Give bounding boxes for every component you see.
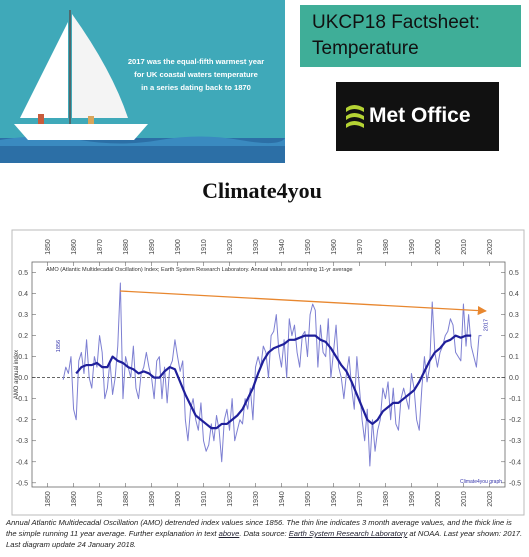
x-tick-label: 1990	[409, 239, 416, 255]
y-tick-label: -0.4	[509, 459, 521, 466]
infographic: 2017 was the equal-fifth warmest year fo…	[0, 0, 285, 163]
infographic-text: 2017 was the equal-fifth warmest year	[128, 57, 264, 66]
y-tick-label: -0.1	[509, 396, 521, 403]
infographic-text: for UK coastal waters temperature	[134, 70, 258, 79]
y-tick-label: -0.1	[16, 396, 28, 403]
x-tick-label: 1950	[305, 239, 312, 255]
x-tick-label: 2020	[487, 239, 494, 255]
y-tick-label: 0.2	[18, 333, 28, 340]
y-tick-label: -0.4	[16, 459, 28, 466]
x-tick-label: 1910	[201, 491, 208, 507]
x-tick-label: 2020	[487, 491, 494, 507]
x-tick-label: 1920	[227, 491, 234, 507]
x-tick-label: 1890	[149, 239, 156, 255]
caption-link[interactable]: above	[218, 529, 240, 538]
x-tick-label: 2010	[461, 239, 468, 255]
y-tick-label: 0.2	[509, 333, 519, 340]
y-tick-label: 0.5	[509, 270, 519, 277]
x-tick-label: 1920	[227, 239, 234, 255]
x-tick-label: 1850	[45, 491, 52, 507]
x-tick-label: 1910	[201, 239, 208, 255]
annotation: 1856	[56, 340, 62, 352]
caption: Annual Atlantic Multidecadal Oscillation…	[6, 517, 524, 550]
y-tick-label: -0.5	[509, 480, 521, 487]
caption-text: Annual Atlantic Multidecadal Oscillation…	[6, 518, 512, 538]
plot-area	[31, 261, 506, 488]
caption-text: at NOAA. Last year shown: 2017. Last dia…	[6, 529, 523, 549]
y-tick-label: -0.3	[16, 438, 28, 445]
x-tick-label: 1930	[253, 491, 260, 507]
x-tick-label: 2000	[435, 239, 442, 255]
x-tick-label: 1870	[97, 491, 104, 507]
y-tick-label: 0.1	[509, 354, 519, 361]
y-tick-label: 0.3	[509, 312, 519, 319]
x-tick-label: 1970	[357, 239, 364, 255]
x-tick-label: 1980	[383, 491, 390, 507]
x-tick-label: 1940	[279, 239, 286, 255]
chart-title: AMO (Atlantic Multidecadal Oscillation) …	[46, 267, 353, 273]
caption-link[interactable]: Earth System Research Laboratory	[288, 529, 408, 538]
x-tick-label: 1930	[253, 239, 260, 255]
logo-icon	[346, 105, 364, 128]
factsheet-title: UKCP18 Factsheet:	[312, 12, 480, 33]
y-tick-label: -0.5	[16, 480, 28, 487]
site-title: Climate4you	[202, 178, 322, 203]
logo-text: Met Office	[369, 104, 471, 127]
x-tick-label: 1980	[383, 239, 390, 255]
y-tick-label: -0.2	[16, 417, 28, 424]
annotation: Climate4you graph	[460, 479, 502, 485]
y-axis-label: AMO annual index	[14, 350, 20, 399]
x-tick-label: 2010	[461, 491, 468, 507]
canvas: 2017 was the equal-fifth warmest year fo…	[0, 0, 525, 516]
x-tick-label: 1900	[175, 239, 182, 255]
x-tick-label: 1880	[123, 239, 130, 255]
x-tick-label: 1990	[409, 491, 416, 507]
y-tick-label: 0.4	[509, 291, 519, 298]
x-tick-label: 1870	[97, 239, 104, 255]
y-tick-label: 0.3	[18, 312, 28, 319]
y-tick-label: -0.2	[509, 417, 521, 424]
x-tick-label: 1940	[279, 491, 286, 507]
y-tick-label: 0.1	[18, 354, 28, 361]
y-tick-label: 0.5	[18, 270, 28, 277]
y-tick-label: 0.0	[509, 375, 519, 382]
data-line	[75, 334, 472, 430]
x-tick-label: 1880	[123, 491, 130, 507]
annotation: 2017	[484, 319, 490, 331]
y-tick-label: 0.0	[18, 375, 28, 382]
x-tick-label: 2000	[435, 491, 442, 507]
x-tick-label: 1890	[149, 491, 156, 507]
x-tick-label: 1860	[71, 491, 78, 507]
x-tick-label: 1950	[305, 491, 312, 507]
infographic-text: in a series dating back to 1870	[141, 83, 251, 92]
caption-text: . Data source:	[239, 529, 289, 538]
x-tick-label: 1970	[357, 491, 364, 507]
data-line	[62, 282, 482, 467]
y-tick-label: -0.3	[509, 438, 521, 445]
x-tick-label: 1860	[71, 239, 78, 255]
factsheet-title: Temperature	[312, 38, 419, 59]
factsheet-box	[300, 5, 521, 67]
x-tick-label: 1960	[331, 239, 338, 255]
x-tick-label: 1850	[45, 239, 52, 255]
y-tick-label: 0.4	[18, 291, 28, 298]
x-tick-label: 1960	[331, 491, 338, 507]
x-tick-label: 1900	[175, 491, 182, 507]
chart: AMO (Atlantic Multidecadal Oscillation) …	[14, 239, 521, 507]
trend-arrow	[119, 290, 487, 316]
